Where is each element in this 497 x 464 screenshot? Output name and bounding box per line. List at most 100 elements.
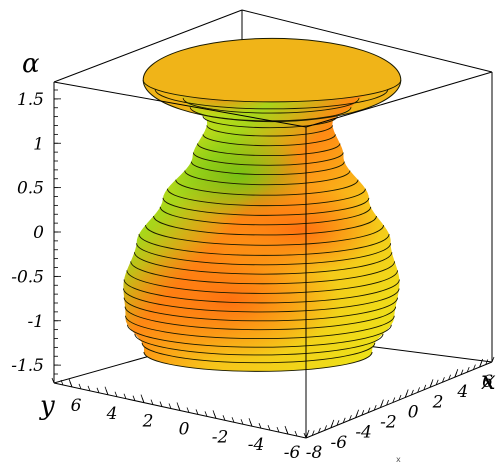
tick-mark	[361, 410, 365, 416]
x-tick-label: 0	[408, 402, 419, 422]
x-tick-label: -4	[355, 423, 372, 443]
x-tick-label: 6	[482, 372, 493, 392]
tick-mark	[367, 407, 371, 413]
y-tick-label: 0	[179, 420, 190, 440]
tick-mark	[404, 389, 409, 398]
tick-mark	[473, 364, 476, 370]
tick-mark	[442, 377, 445, 383]
z-tick-label: 0	[33, 223, 44, 243]
z-tick-label: -1.5	[11, 356, 44, 376]
contour-ring	[197, 143, 341, 157]
tick-mark	[240, 419, 244, 425]
tick-mark	[204, 411, 208, 417]
axis-ticks	[51, 89, 495, 439]
x-tick-label: -2	[380, 413, 397, 433]
tick-mark	[429, 379, 434, 388]
x-tick-label: -8	[306, 443, 323, 463]
tick-mark	[454, 369, 459, 378]
tick-mark	[123, 393, 127, 399]
contour-rings	[122, 37, 402, 372]
tick-mark	[479, 358, 483, 368]
tick-mark	[392, 397, 396, 403]
tick-mark	[51, 377, 55, 384]
tick-mark	[176, 402, 181, 411]
tick-mark	[267, 424, 271, 431]
tick-mark	[195, 409, 199, 415]
contour-ring	[134, 333, 384, 356]
contour-ring	[202, 134, 336, 147]
tick-mark	[466, 366, 470, 373]
contour-ring	[145, 225, 384, 246]
tick-mark	[231, 417, 235, 423]
contour-ring	[190, 161, 345, 176]
tick-mark	[212, 410, 217, 419]
x-tick-label: -6	[331, 433, 348, 453]
tick-mark	[349, 415, 352, 421]
contour-ring	[206, 125, 333, 137]
contour-ring	[127, 324, 392, 348]
contour-ring	[126, 270, 398, 294]
box-front-edges	[53, 71, 493, 439]
y-tick-label: 2	[142, 412, 154, 432]
contour-ring	[202, 116, 338, 129]
contour-ring	[138, 234, 390, 256]
z-tick-label: 0.5	[17, 179, 44, 199]
tick-mark	[294, 430, 298, 437]
contour-ring	[143, 351, 373, 372]
tick-mark	[411, 389, 414, 396]
tick-mark	[186, 407, 190, 413]
contour-ring	[123, 297, 398, 322]
tick-mark	[491, 356, 495, 363]
tick-mark	[311, 430, 315, 436]
x-tick-label: 2	[432, 392, 444, 412]
contour-ring	[123, 279, 400, 304]
contour-ring	[125, 315, 395, 340]
contour-ring	[124, 306, 397, 331]
z-axis-label: α	[22, 49, 40, 79]
z-tick-label: 1	[33, 134, 44, 154]
tick-mark	[336, 420, 340, 426]
contour-ring	[153, 215, 377, 236]
tick-mark	[114, 391, 118, 397]
z-tick-label: 1.5	[17, 90, 44, 110]
contour-ring	[142, 79, 402, 103]
y-tick-label: 6	[71, 396, 82, 416]
tick-mark	[386, 399, 389, 406]
tick-mark	[305, 429, 310, 439]
tick-mark	[398, 394, 402, 401]
z-tick-label: -1	[27, 312, 44, 332]
tick-mark	[284, 425, 289, 435]
contour-ring	[182, 98, 360, 114]
y-tick-label: -2	[212, 427, 229, 447]
contour-ring	[133, 252, 393, 275]
y-tick-label: -4	[248, 435, 265, 455]
y-axis-label: y	[39, 391, 55, 421]
z-tick-label: -0.5	[11, 267, 44, 287]
contour-ring	[184, 170, 351, 186]
tick-mark	[168, 403, 172, 409]
tick-mark	[318, 427, 321, 434]
y-tick-label: 4	[106, 404, 118, 424]
contour-ring	[175, 179, 359, 196]
contour-ring	[141, 342, 376, 364]
top-rim	[142, 37, 402, 123]
y-tick-label: -6	[284, 443, 301, 463]
tick-mark	[150, 399, 154, 405]
tick-mark	[78, 383, 82, 390]
contour-ring	[159, 206, 372, 226]
contour-ring	[192, 152, 344, 166]
tick-mark	[485, 359, 489, 365]
tick-mark	[132, 395, 136, 401]
tick-mark	[435, 379, 439, 385]
vase-surface	[123, 38, 401, 372]
tick-mark	[222, 415, 226, 421]
tick-mark	[96, 387, 100, 393]
tick-mark	[258, 423, 262, 429]
contour-ring	[166, 188, 366, 207]
tick-mark	[68, 378, 73, 388]
tick-mark	[448, 374, 451, 380]
contour-ring	[154, 89, 389, 110]
contour-ring	[136, 243, 392, 266]
stray-x-label: x	[396, 455, 401, 464]
tick-mark	[104, 386, 109, 395]
